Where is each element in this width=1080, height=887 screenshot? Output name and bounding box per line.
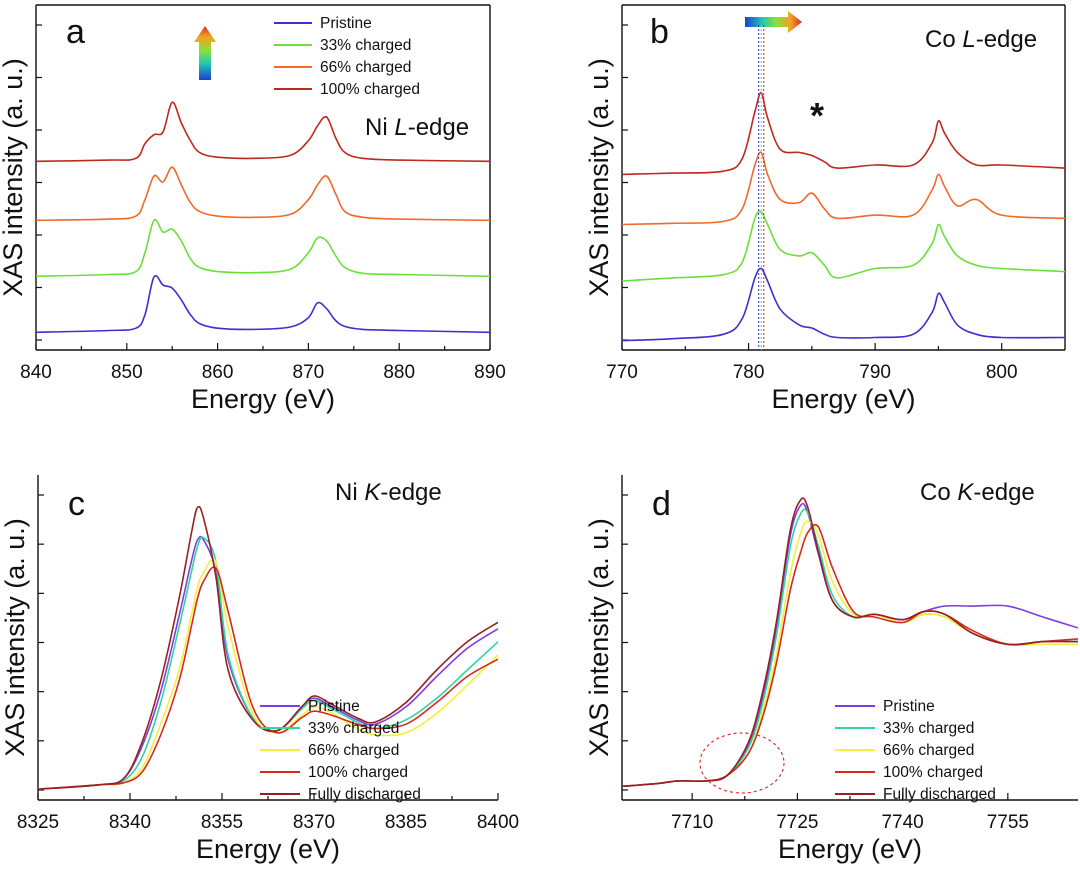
plot-area-a: 840 850 860 870 880 890 Energy (eV) XAS intensi… <box>0 4 506 414</box>
x-tick-label: 8400 <box>477 812 519 833</box>
plot-area-d: 7710 7725 7740 7755 Energy (eV) XAS intensity… <box>584 475 1078 864</box>
series-line-66-charged <box>36 166 490 222</box>
edge-title-italic: L <box>962 26 975 53</box>
series-line-33-charged <box>622 210 1065 282</box>
edge-title-suffix: -edge <box>973 479 1034 506</box>
gradient-arrow-up <box>194 26 216 80</box>
star-annotation: * <box>810 95 824 136</box>
series-line-66-charged <box>622 520 1078 788</box>
edge-title-prefix: Ni <box>335 479 364 506</box>
legend-label: 33% charged <box>320 37 411 54</box>
series-line-pristine <box>38 535 498 790</box>
series-line-100-charged <box>622 92 1065 176</box>
legend-label: 66% charged <box>308 742 399 759</box>
series-line-33-charged <box>622 508 1078 788</box>
legend-label: Fully discharged <box>883 786 996 803</box>
legend-label: Pristine <box>308 698 360 715</box>
panel-a: 840 850 860 870 880 890 Energy (eV) XAS intensi… <box>0 4 506 414</box>
x-tick-label: 850 <box>111 362 143 383</box>
x-tick-label: 860 <box>202 362 234 383</box>
x-tick-label: 890 <box>474 362 506 383</box>
x-axis-label: Energy (eV) <box>191 384 335 414</box>
plot-area-c: 8325 8340 8355 8370 8385 8400 Energy (eV) XAS i… <box>0 475 519 864</box>
x-axis-label: Energy (eV) <box>771 384 915 414</box>
panel-b: 770 780 790 800 Energy (eV) XAS intensity (a.… <box>584 4 1066 414</box>
y-axis-label: XAS intensity (a. u.) <box>584 58 614 297</box>
legend-label: 100% charged <box>308 764 408 781</box>
y-axis-label: XAS intensity (a. u.) <box>584 518 614 757</box>
x-tick-label: 7725 <box>776 812 818 833</box>
x-tick-label: 8325 <box>17 812 59 833</box>
x-tick-label: 7755 <box>987 812 1029 833</box>
panel-letter: a <box>66 13 85 51</box>
legend-label: 100% charged <box>883 764 983 781</box>
edge-title-prefix: Co <box>920 479 957 506</box>
panel-letter: d <box>652 485 671 523</box>
series-line-100-charged <box>36 101 490 163</box>
legend-label: 100% charged <box>320 81 420 98</box>
edge-title-prefix: Ni <box>365 114 394 141</box>
x-tick-label: 800 <box>986 362 1018 383</box>
panel-c: 8325 8340 8355 8370 8385 8400 Energy (eV) XAS i… <box>0 475 519 864</box>
series-line-pristine <box>36 274 490 334</box>
edge-title: Co K-edge <box>920 479 1035 506</box>
legend-label: 66% charged <box>883 742 974 759</box>
panel-letter: b <box>650 13 669 51</box>
x-axis-label: Energy (eV) <box>778 834 922 864</box>
series-group <box>38 505 498 790</box>
x-tick-label: 8385 <box>385 812 427 833</box>
edge-title-suffix: -edge <box>976 26 1037 53</box>
edge-title-prefix: Co <box>925 26 962 53</box>
edge-title: Ni L-edge <box>365 114 469 141</box>
series-line-33-charged <box>38 536 498 790</box>
legend-label: 66% charged <box>320 59 411 76</box>
legend-label: 33% charged <box>883 720 974 737</box>
x-tick-label: 780 <box>733 362 765 383</box>
x-tick-label: 880 <box>383 362 415 383</box>
legend-label: Fully discharged <box>308 786 421 803</box>
dashed-ellipse <box>699 732 785 794</box>
legend-label: 33% charged <box>308 720 399 737</box>
x-axis-label: Energy (eV) <box>196 834 340 864</box>
x-tick-label: 790 <box>859 362 891 383</box>
edge-title-suffix: -edge <box>408 114 469 141</box>
series-line-pristine <box>622 267 1065 342</box>
legend-label: Pristine <box>883 698 935 715</box>
x-tick-label: 870 <box>293 362 325 383</box>
series-line-33-charged <box>36 218 490 278</box>
x-tick-label: 840 <box>20 362 52 383</box>
y-axis-label: XAS intensity (a. u.) <box>0 518 30 757</box>
series-group <box>36 101 490 334</box>
panel-letter: c <box>68 485 85 523</box>
series-line-66-charged <box>38 558 498 790</box>
edge-title-italic: L <box>394 114 407 141</box>
panel-d: 7710 7725 7740 7755 Energy (eV) XAS intensity… <box>584 475 1078 864</box>
edge-title: Co L-edge <box>925 26 1037 53</box>
x-tick-label: 8355 <box>201 812 243 833</box>
series-line-100-charged <box>622 523 1078 788</box>
x-tick-label: 8340 <box>109 812 151 833</box>
gradient-arrow-right <box>745 11 802 33</box>
series-group <box>622 92 1065 342</box>
series-line-fully-discharged <box>38 505 498 790</box>
legend-label: Pristine <box>320 15 372 32</box>
x-tick-label: 8370 <box>293 812 335 833</box>
series-line-100-charged <box>38 566 498 790</box>
series-group <box>622 497 1078 788</box>
series-line-66-charged <box>622 151 1065 226</box>
x-tick-label: 770 <box>606 362 638 383</box>
edge-title-suffix: -edge <box>380 479 441 506</box>
x-tick-label: 7740 <box>881 812 923 833</box>
edge-title: Ni K-edge <box>335 479 442 506</box>
x-tick-label: 7710 <box>671 812 713 833</box>
plot-area-b: 770 780 790 800 Energy (eV) XAS intensity (a.… <box>584 4 1066 414</box>
edge-title-italic: K <box>364 479 381 506</box>
series-line-fully-discharged <box>622 497 1078 788</box>
y-axis-label: XAS intensity (a. u.) <box>0 58 28 297</box>
edge-title-italic: K <box>957 479 974 506</box>
